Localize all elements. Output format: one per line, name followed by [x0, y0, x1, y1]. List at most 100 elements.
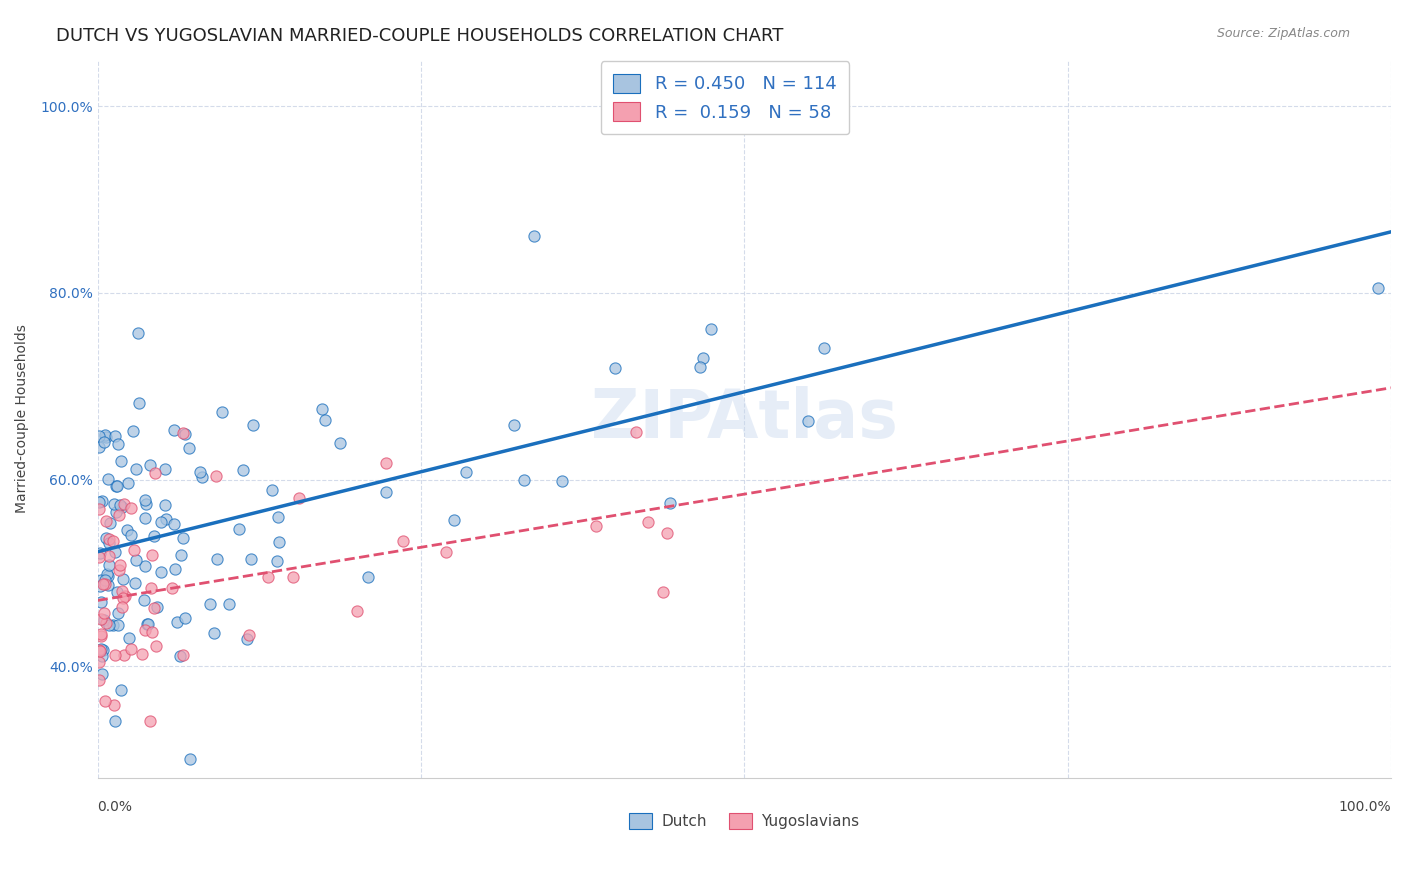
Point — [90, 629, 112, 643]
Point — [128, 395, 150, 409]
Point — [689, 360, 711, 375]
Point — [655, 526, 678, 541]
Point — [131, 647, 153, 661]
Point — [94, 573, 117, 587]
Point — [228, 522, 250, 536]
Point — [692, 351, 714, 365]
Point — [232, 463, 254, 477]
Point — [139, 714, 162, 728]
Point — [117, 476, 139, 491]
Point — [150, 516, 173, 530]
Point — [96, 531, 118, 545]
Point — [281, 570, 304, 584]
Point — [179, 751, 201, 765]
Point — [160, 581, 183, 595]
Point — [108, 563, 131, 577]
Point — [96, 514, 118, 528]
Point — [104, 545, 127, 559]
Point — [87, 643, 110, 657]
Point — [155, 498, 177, 512]
Point — [98, 516, 121, 530]
Text: DUTCH VS YUGOSLAVIAN MARRIED-COUPLE HOUSEHOLDS CORRELATION CHART: DUTCH VS YUGOSLAVIAN MARRIED-COUPLE HOUS… — [56, 27, 783, 45]
Point — [103, 497, 125, 511]
Point — [375, 456, 398, 470]
Point — [94, 427, 117, 442]
Point — [202, 626, 225, 640]
Point — [94, 615, 117, 630]
Point — [89, 644, 111, 658]
Point — [637, 516, 659, 530]
Point — [177, 441, 200, 455]
Point — [585, 519, 607, 533]
Point — [132, 593, 155, 607]
Point — [120, 642, 142, 657]
Point — [122, 543, 145, 558]
Point — [146, 600, 169, 615]
Point — [111, 591, 134, 605]
Point — [141, 548, 163, 562]
Point — [143, 466, 166, 480]
Point — [436, 545, 458, 559]
Point — [90, 648, 112, 663]
Point — [172, 531, 194, 545]
Point — [104, 648, 127, 662]
Point — [97, 569, 120, 583]
Point — [120, 528, 142, 542]
Point — [456, 465, 478, 479]
Point — [314, 413, 336, 427]
Point — [115, 523, 138, 537]
Point — [107, 436, 129, 450]
Point — [94, 577, 117, 591]
Point — [103, 698, 125, 713]
Point — [90, 612, 112, 626]
Point — [111, 583, 134, 598]
Point — [267, 535, 290, 549]
Point — [104, 714, 127, 728]
Point — [141, 625, 163, 640]
Point — [90, 641, 112, 656]
Point — [443, 513, 465, 527]
Point — [357, 570, 380, 584]
Point — [513, 473, 536, 487]
Point — [93, 607, 115, 621]
Point — [142, 529, 165, 543]
Text: ZIPAtlas: ZIPAtlas — [591, 386, 898, 452]
Point — [98, 533, 121, 547]
Point — [153, 462, 176, 476]
Point — [89, 579, 111, 593]
Point — [96, 567, 118, 582]
Point — [699, 322, 721, 336]
Point — [139, 458, 162, 472]
Point — [1367, 281, 1389, 295]
Point — [105, 584, 128, 599]
Y-axis label: Married-couple Households: Married-couple Households — [15, 325, 30, 514]
Point — [96, 430, 118, 444]
Point — [90, 595, 112, 609]
Point — [105, 479, 128, 493]
Point — [111, 500, 134, 515]
Text: 100.0%: 100.0% — [1339, 799, 1391, 814]
Point — [112, 572, 135, 586]
Point — [108, 558, 131, 572]
Point — [124, 462, 146, 476]
Point — [190, 465, 212, 479]
Point — [170, 548, 193, 562]
Point — [134, 624, 156, 638]
Point — [97, 472, 120, 486]
Point — [155, 512, 177, 526]
Point — [87, 550, 110, 565]
Point — [93, 434, 115, 449]
Point — [93, 613, 115, 627]
Point — [112, 648, 135, 662]
Point — [163, 562, 186, 576]
Point — [105, 478, 128, 492]
Point — [134, 492, 156, 507]
Point — [112, 497, 135, 511]
Point — [166, 615, 188, 629]
Point — [101, 618, 124, 632]
Point — [107, 617, 129, 632]
Point — [91, 577, 114, 591]
Point — [624, 425, 647, 439]
Point — [311, 401, 333, 416]
Point — [374, 485, 396, 500]
